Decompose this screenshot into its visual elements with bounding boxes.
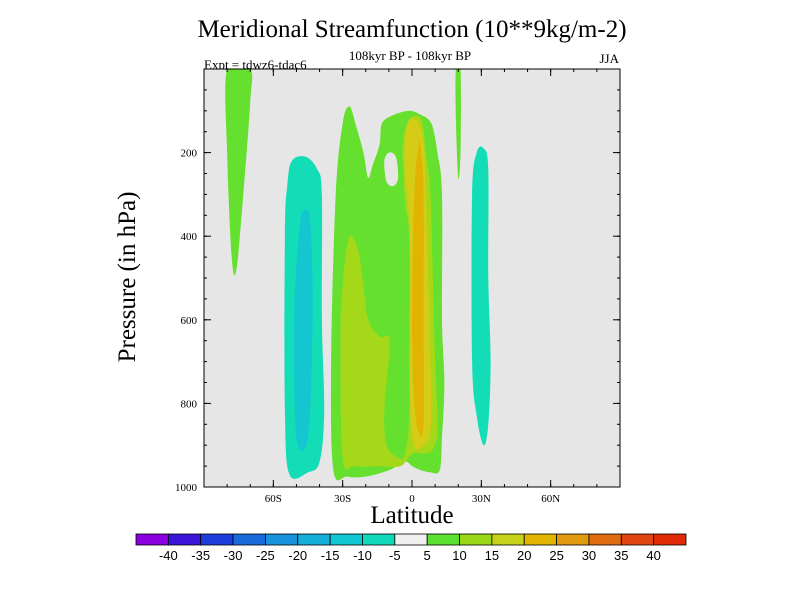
y-tick-label: 800 [181,398,198,410]
colorbar-label: 40 [646,548,660,563]
colorbar-label: 25 [549,548,563,563]
colorbar-box [265,533,299,546]
colorbar-label: -5 [389,548,401,563]
colorbar-label: 20 [517,548,531,563]
colorbar-label: -30 [224,548,243,563]
colorbar-box [135,533,169,546]
x-tick-label: 60N [541,493,560,505]
colorbar: -40 -35 -30 -25 -20 -15 -10 -5 5 10 15 20 25 30 35 40 [135,533,687,563]
y-tick-label: 1000 [175,482,198,494]
chart-title: Meridional Streamfunction (10**9kg/m-2) [197,16,627,43]
colorbar-box [232,533,266,546]
contour-region-grey-notch-equator [384,152,399,187]
colorbar-box [620,533,655,546]
contour-region-green-band-60s-upper [225,69,253,276]
colorbar-label: -10 [353,548,372,563]
colorbar-box [200,533,234,546]
colorbar-label: 30 [582,548,596,563]
colorbar-box [362,533,396,546]
contour-region-cyan-cell-28n [471,146,491,446]
colorbar-box [491,533,525,546]
colorbar-label: 15 [485,548,499,563]
colorbar-box [167,533,202,546]
colorbar-box [653,533,687,546]
contour-region-green-band-20n-top [455,69,461,179]
colorbar-box [556,533,590,546]
x-tick-label: 60S [265,493,282,505]
colorbar-box [523,533,557,546]
y-tick-label: 400 [181,231,198,243]
colorbar-label: 10 [452,548,466,563]
colorbar-label: 35 [614,548,628,563]
colorbar-label: -40 [159,548,178,563]
colorbar-label: -35 [191,548,210,563]
y-tick-label: 600 [181,315,198,327]
colorbar-box [588,533,622,546]
x-axis-label: Latitude [370,502,454,529]
x-tick-label: 30N [472,493,491,505]
colorbar-box [394,533,428,546]
season-label: JJA [599,51,619,66]
colorbar-box [297,533,331,546]
contour-regions [225,69,491,481]
colorbar-label: -25 [256,548,275,563]
contour-region-orange-core [412,141,424,437]
y-tick-label: 200 [181,148,198,160]
colorbar-box [459,533,493,546]
colorbar-label: -15 [321,548,340,563]
colorbar-label: 5 [424,548,431,563]
x-tick-label: 30S [334,493,351,505]
x-tick-label: 0 [409,493,415,505]
axis-ticks: 60S 30S 0 30N 60N 200 400 600 800 1000 [175,68,621,505]
contour-region-cyan-core-45s [293,209,313,452]
colorbar-box [426,533,460,546]
chart-subtitle: 108kyr BP - 108kyr BP [348,48,472,63]
colorbar-label: -20 [288,548,307,563]
experiment-label: Expt = tdwz6-tdac6 [204,57,307,72]
colorbar-box [329,533,363,546]
